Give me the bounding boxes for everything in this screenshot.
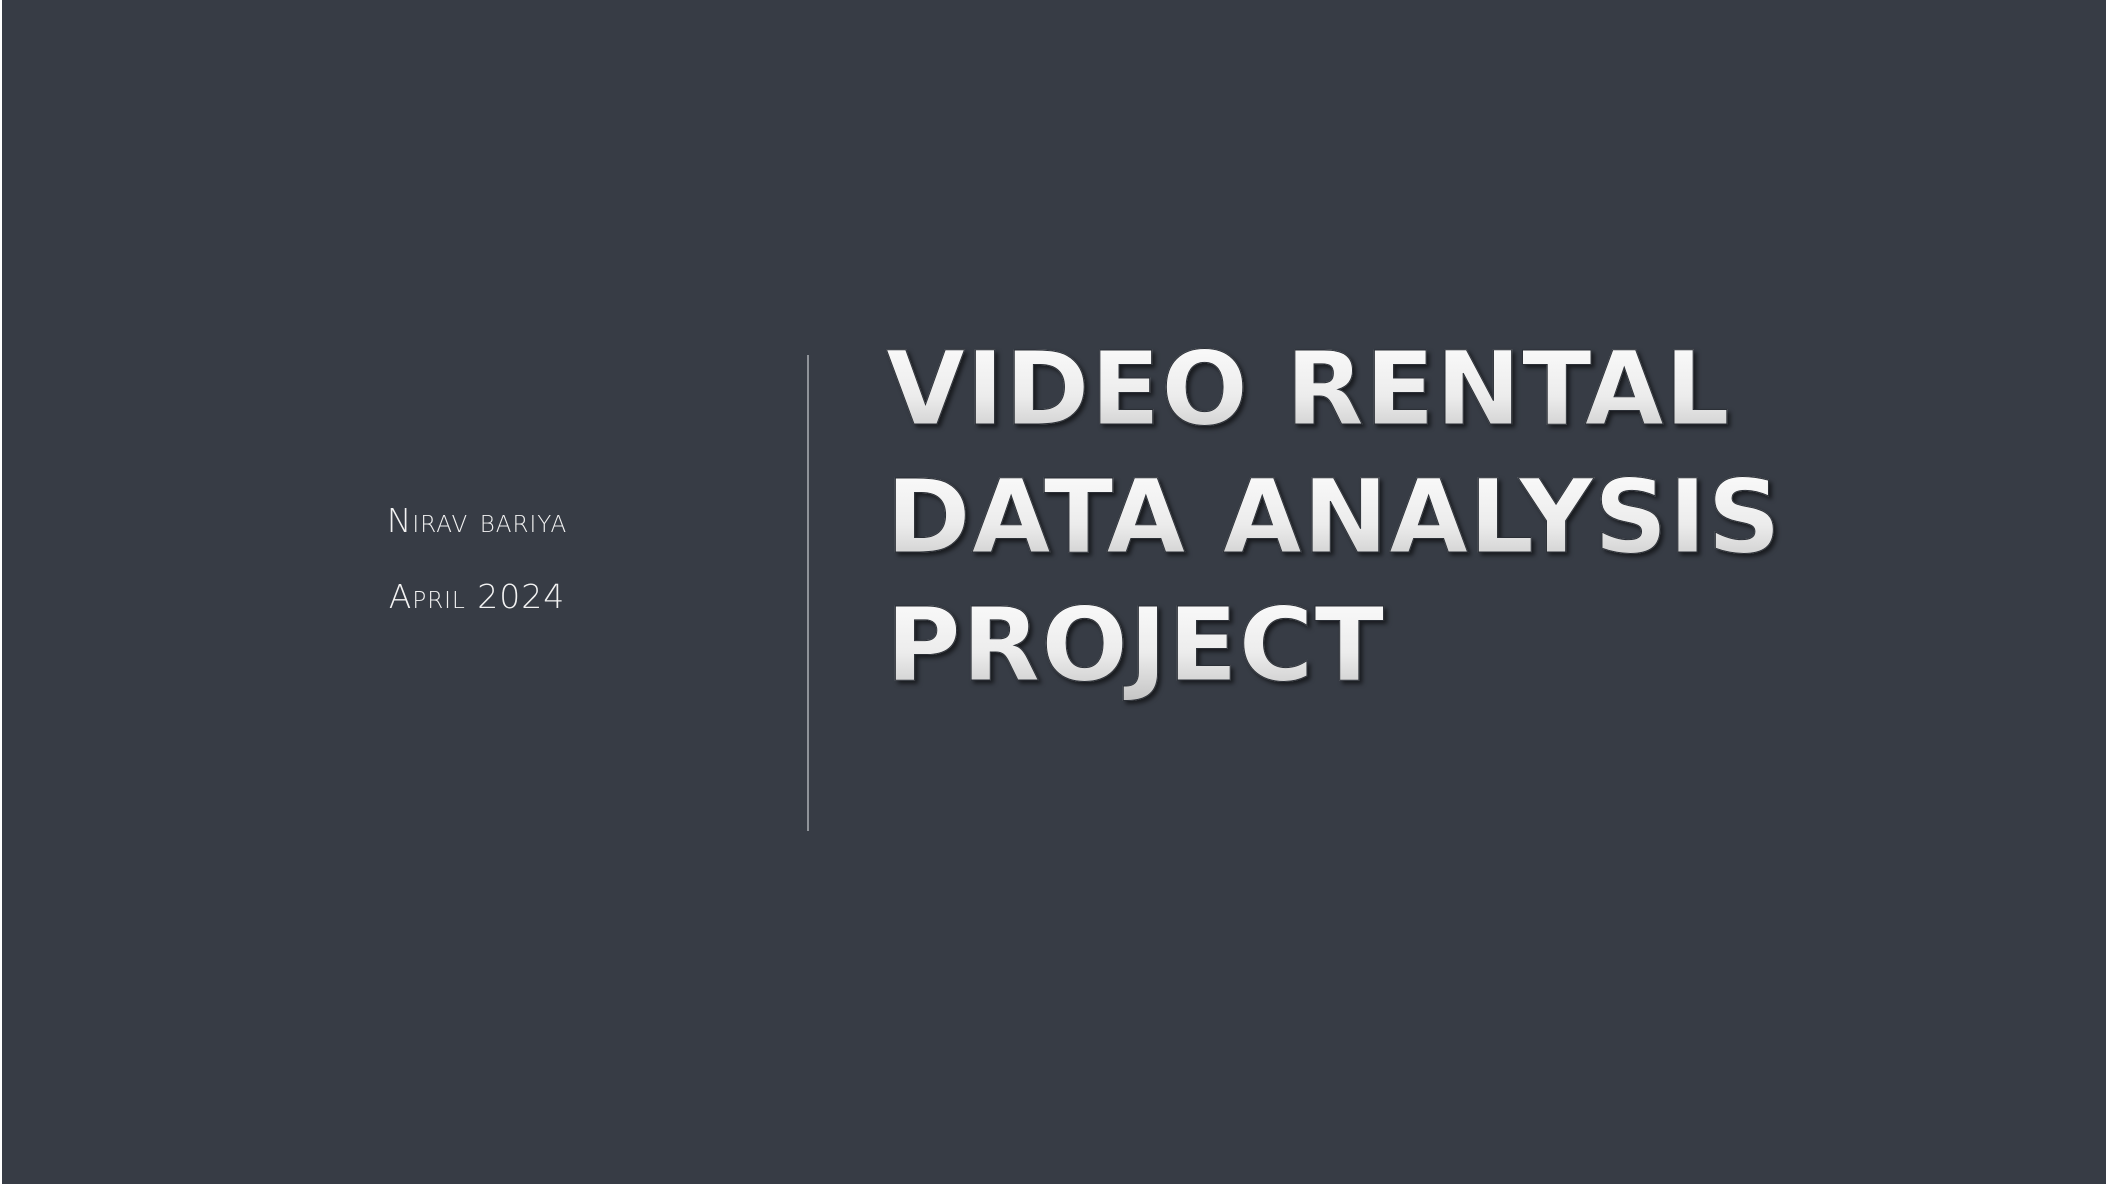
presentation-date: April 2024 <box>388 577 566 616</box>
slide-title: VIDEO RENTAL DATA ANALYSIS PROJECT <box>886 326 2046 710</box>
subtitle-block: Nirav bariya April 2024 <box>292 500 662 652</box>
author-name: Nirav bariya <box>386 501 568 540</box>
vertical-divider <box>807 355 809 831</box>
title-line-1: VIDEO RENTAL <box>886 326 2046 454</box>
title-line-2: DATA ANALYSIS <box>886 454 2046 582</box>
title-line-3: PROJECT <box>886 582 2046 710</box>
